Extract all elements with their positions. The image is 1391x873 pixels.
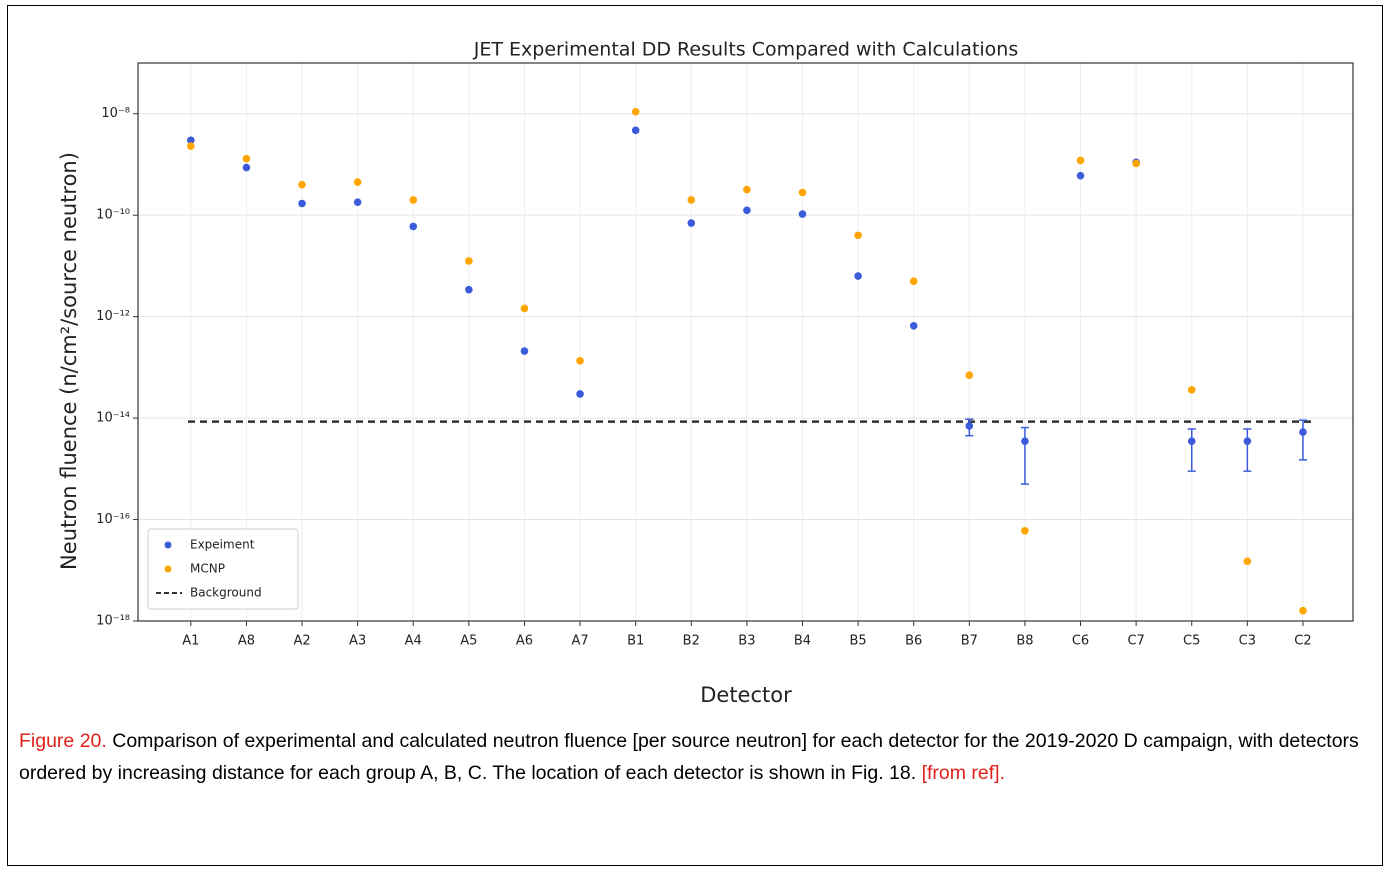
- point: [409, 222, 418, 231]
- point: [909, 321, 918, 330]
- point: [520, 304, 529, 313]
- point: [854, 272, 862, 280]
- x-tick-label: C6: [1072, 634, 1089, 649]
- legend-label: Expeiment: [190, 538, 255, 552]
- point: [187, 142, 195, 150]
- x-tick-label: A1: [182, 634, 199, 649]
- point: [909, 277, 918, 285]
- legend-marker: [164, 541, 172, 549]
- x-tick-label: A6: [516, 634, 533, 649]
- caption-text: Comparison of experimental and calculate…: [19, 730, 1359, 784]
- x-tick-label: B4: [794, 634, 811, 649]
- y-tick-label: 10⁻⁸: [101, 106, 130, 121]
- point: [353, 198, 362, 207]
- point: [965, 371, 974, 380]
- point: [965, 422, 974, 430]
- legend-marker: [164, 565, 172, 573]
- x-tick-label: C2: [1294, 634, 1311, 649]
- chart-title: JET Experimental DD Results Compared wit…: [473, 39, 1018, 61]
- x-tick-label: B8: [1016, 634, 1033, 649]
- point: [687, 196, 696, 204]
- point: [576, 390, 584, 398]
- x-tick-label: B5: [850, 634, 867, 649]
- point: [743, 206, 751, 215]
- y-tick-label: 10⁻¹⁰: [96, 208, 130, 223]
- x-tick-label: A7: [571, 634, 588, 649]
- caption: Figure 20. Comparison of experimental an…: [19, 725, 1359, 789]
- point: [465, 285, 473, 294]
- caption-label: Figure 20.: [19, 730, 107, 752]
- y-tick-label: 10⁻¹⁶: [96, 512, 130, 527]
- point: [1187, 386, 1196, 394]
- plot-area: [138, 63, 1353, 621]
- point: [353, 178, 362, 186]
- x-tick-label: B3: [738, 634, 755, 649]
- point: [187, 136, 195, 145]
- x-tick-label: C3: [1239, 634, 1256, 649]
- y-tick-label: 10⁻¹⁸: [96, 614, 130, 629]
- point: [687, 219, 696, 227]
- point: [1299, 606, 1307, 615]
- point: [1021, 437, 1029, 446]
- x-tick-label: B7: [961, 634, 978, 649]
- point: [465, 257, 473, 265]
- error-bar: [1020, 426, 1029, 485]
- x-tick-label: C7: [1127, 634, 1144, 649]
- point: [854, 231, 862, 240]
- chart: JET Experimental DD Results Compared wit…: [57, 39, 1354, 707]
- point: [1243, 437, 1252, 446]
- plot-frame: [137, 62, 1354, 622]
- x-tick-label: B6: [905, 634, 922, 649]
- point: [298, 180, 306, 189]
- point: [1076, 171, 1085, 180]
- point: [576, 356, 584, 365]
- figure: JET Experimental DD Results Compared wit…: [7, 5, 1383, 866]
- legend-box: [147, 528, 299, 610]
- point: [298, 199, 306, 208]
- point: [1132, 159, 1140, 168]
- y-tick-label: 10⁻¹²: [96, 309, 130, 324]
- legend-label: MCNP: [190, 562, 225, 576]
- point: [743, 185, 751, 194]
- x-axis-label: Detector: [700, 683, 792, 707]
- point: [520, 347, 529, 355]
- point: [242, 163, 251, 172]
- point: [798, 210, 807, 218]
- point: [242, 154, 251, 163]
- error-bar: [1298, 419, 1307, 461]
- point: [1243, 557, 1252, 566]
- caption-source: [from ref].: [921, 762, 1006, 784]
- x-tick-label: C5: [1183, 634, 1200, 649]
- point: [798, 188, 807, 197]
- y-axis-label: Neutron fluence (n/cm²/source neutron): [57, 152, 81, 570]
- point: [1299, 428, 1307, 436]
- x-tick-label: A8: [238, 634, 255, 649]
- x-tick-label: A4: [405, 634, 422, 649]
- point: [631, 126, 640, 135]
- x-tick-label: B2: [683, 634, 700, 649]
- point: [1021, 526, 1029, 535]
- x-tick-label: A3: [349, 634, 366, 649]
- point: [631, 107, 640, 116]
- point: [1187, 437, 1196, 446]
- point: [409, 196, 418, 204]
- legend-label: Background: [190, 586, 262, 600]
- x-tick-label: B1: [627, 634, 644, 649]
- error-bar: [1243, 428, 1252, 472]
- x-tick-label: A5: [460, 634, 477, 649]
- error-bar: [1187, 428, 1196, 472]
- point: [1076, 156, 1085, 165]
- y-tick-label: 10⁻¹⁴: [96, 411, 130, 426]
- x-tick-label: A2: [293, 634, 310, 649]
